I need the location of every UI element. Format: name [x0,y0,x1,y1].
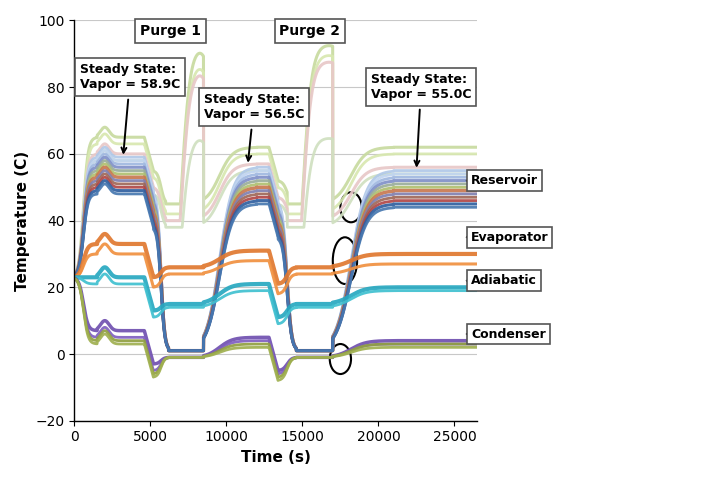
Text: Steady State:
Vapor = 56.5C: Steady State: Vapor = 56.5C [204,93,304,161]
Text: Purge 2: Purge 2 [279,24,340,38]
Text: Adiabatic: Adiabatic [467,274,537,287]
Y-axis label: Temperature (C): Temperature (C) [15,151,30,291]
Text: Evaporator: Evaporator [467,231,549,244]
Text: Reservoir: Reservoir [467,174,538,187]
Text: Steady State:
Vapor = 55.0C: Steady State: Vapor = 55.0C [371,73,471,166]
X-axis label: Time (s): Time (s) [241,450,311,465]
Text: Condenser: Condenser [467,327,546,340]
Text: Steady State:
Vapor = 58.9C: Steady State: Vapor = 58.9C [80,63,180,153]
Text: Purge 1: Purge 1 [140,24,201,38]
